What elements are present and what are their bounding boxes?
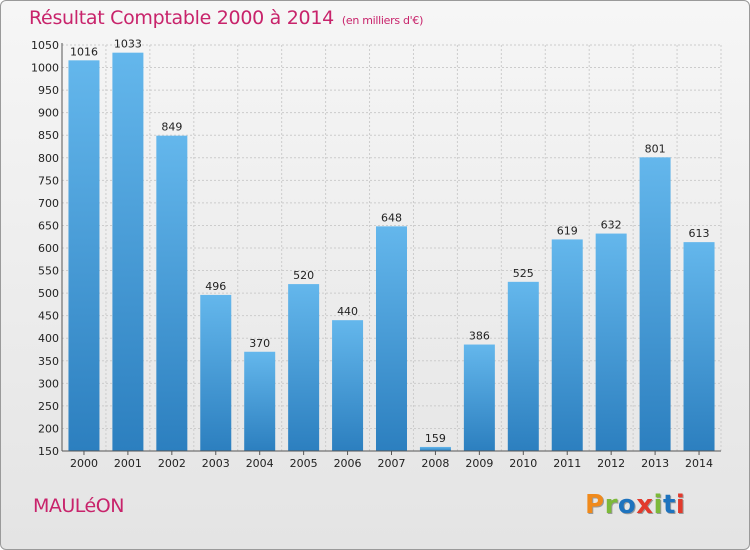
data-labels: 1016 1033 849 496 370 520 440 648 159 386 525 619 63… [70,38,710,445]
bar [507,281,539,451]
y-tick-label: 450 [38,310,59,323]
bar [112,52,144,452]
y-tick-label: 900 [38,107,59,120]
bar-value-label: 849 [161,121,182,134]
bar-value-label: 159 [425,432,446,445]
bar [288,284,320,451]
bar [376,226,407,451]
bar-value-label: 440 [337,305,358,318]
bar [244,351,276,451]
bar-value-label: 613 [689,227,710,240]
y-tick-label: 950 [38,84,59,97]
x-tick-label: 2010 [509,457,537,470]
bar [156,135,188,451]
y-tick-label: 250 [38,400,59,413]
chart-subtitle: (en milliers d'€) [341,14,424,27]
y-tick-label: 300 [38,377,59,390]
y-tick-label: 850 [38,129,59,142]
bar-value-label: 525 [513,267,534,280]
x-tick-label: 2014 [685,457,713,470]
bar [683,242,715,451]
x-tick-label: 2009 [465,457,493,470]
x-tick-label: 2011 [553,457,581,470]
bar [68,60,100,452]
bar-value-label: 648 [381,211,402,224]
logo-letter: P [585,490,605,520]
y-tick-label: 150 [38,445,59,458]
y-tick-label: 700 [38,197,59,210]
y-tick-label: 600 [38,242,59,255]
bar-value-label: 386 [469,330,490,343]
bar-value-label: 801 [645,142,666,155]
chart-title-text: Résultat Comptable 2000 à 2014 [29,7,334,29]
bar [595,233,627,451]
proxiti-logo: Proxiti [585,490,685,520]
chart-title: Résultat Comptable 2000 à 2014 (en millie… [29,7,423,29]
bar-value-label: 370 [249,337,270,350]
y-tick-label: 200 [38,422,59,435]
bar-value-label: 496 [205,280,226,293]
bar [419,446,451,451]
bars [68,52,715,452]
y-tick-label: 550 [38,265,59,278]
bar [551,239,583,451]
bar [639,157,671,451]
y-tick-label: 750 [38,174,59,187]
logo-letter: r [604,490,618,520]
y-tick-label: 400 [38,332,59,345]
logo-letter: i [653,490,663,520]
y-tick-label: 1000 [31,62,59,75]
x-tick-label: 2001 [114,457,142,470]
axes: 150 200 250 300 350 400 450 500 550 600 650 700 750 8… [31,39,721,470]
bar-value-label: 1016 [70,45,98,58]
x-tick-label: 2006 [334,457,362,470]
bar [200,294,232,451]
logo-letter: t [662,490,676,520]
x-tick-label: 2012 [597,457,625,470]
logo-letter: o [617,490,637,520]
bar [332,320,364,451]
x-tick-label: 2007 [378,457,406,470]
logo-letter: i [675,490,686,520]
x-tick-label: 2004 [246,457,274,470]
x-tick-label: 2005 [290,457,318,470]
x-tick-label: 2013 [641,457,669,470]
bar-value-label: 619 [557,224,578,237]
x-tick-label: 2008 [421,457,449,470]
logo-letter: x [636,490,654,520]
bar-value-label: 520 [293,269,314,282]
y-tick-label: 1050 [31,39,59,52]
y-tick-label: 650 [38,219,59,232]
y-tick-label: 500 [38,287,59,300]
town-name: MAULéON [33,495,124,517]
x-tick-label: 2002 [158,457,186,470]
y-tick-label: 350 [38,355,59,368]
y-tick-label: 800 [38,152,59,165]
bar-value-label: 632 [601,219,622,232]
x-tick-label: 2000 [70,457,98,470]
x-tick-label: 2003 [202,457,230,470]
bar-value-label: 1033 [114,38,142,51]
bar [463,344,495,451]
